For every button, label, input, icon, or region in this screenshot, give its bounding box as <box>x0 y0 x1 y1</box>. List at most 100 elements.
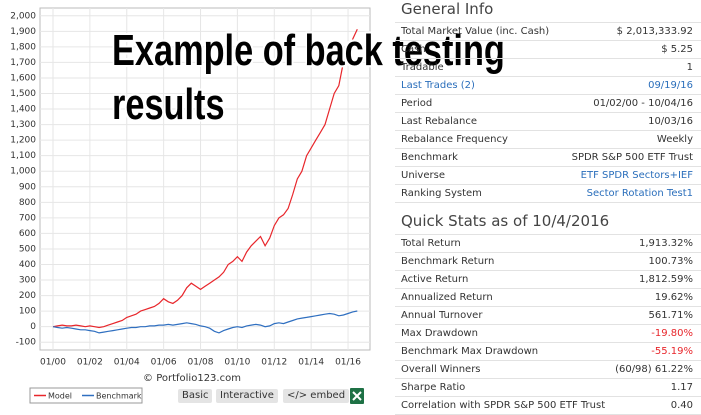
plot-frame <box>39 7 371 351</box>
row-label: Period <box>401 98 433 109</box>
row-label: Universe <box>401 170 445 181</box>
x-tick-label: 01/12 <box>261 358 287 368</box>
y-tick-label: 600 <box>19 229 36 239</box>
y-tick-label: 1,400 <box>10 105 36 115</box>
row-value: (60/98) 61.22% <box>615 364 693 375</box>
y-tick-label: 1,800 <box>10 42 36 52</box>
table-row: Tradable 1 <box>395 58 701 76</box>
y-tick-label: 1,600 <box>10 73 36 83</box>
overlay-line: results <box>112 80 225 129</box>
row-label: Benchmark Return <box>401 256 495 267</box>
row-label: Annual Turnover <box>401 310 483 321</box>
table-row: Overall Winners (60/98) 61.22% <box>395 360 701 378</box>
row-label: Benchmark <box>401 152 458 163</box>
table-row: Max Drawdown -19.80% <box>395 324 701 342</box>
y-tick-label: 100 <box>19 307 36 317</box>
legend-label: Model <box>48 392 72 401</box>
row-label: Rebalance Frequency <box>401 134 508 145</box>
row-value: 561.71% <box>648 310 694 321</box>
row-value: 19.62% <box>654 292 693 303</box>
x-tick-label: 01/08 <box>188 358 214 368</box>
row-label: Last Rebalance <box>401 116 478 127</box>
row-value: 1 <box>686 62 693 73</box>
table-row: Benchmark Return 100.73% <box>395 252 701 270</box>
rows: Total Market Value (inc. Cash) $ 2,013,33… <box>395 22 701 203</box>
y-tick-label: 1,300 <box>10 120 36 130</box>
table-row: Sharpe Ratio 1.17 <box>395 378 701 396</box>
row-value: 1,913.32% <box>638 238 693 249</box>
row-label: Active Return <box>401 274 469 285</box>
row-label: Cash <box>401 44 426 55</box>
table-row: Rebalance Frequency Weekly <box>395 130 701 148</box>
table-row: Ranking System Sector Rotation Test1 <box>395 184 701 203</box>
row-label: Overall Winners <box>401 364 481 375</box>
x-tick-label: 01/10 <box>224 358 250 368</box>
table-row: Cash $ 5.25 <box>395 40 701 58</box>
y-tick-label: 200 <box>19 291 36 301</box>
row-value: 01/02/00 - 10/04/16 <box>593 98 693 109</box>
y-tick-label: 400 <box>19 260 36 270</box>
x-tick-label: 01/02 <box>77 358 103 368</box>
x-tick-label: 01/14 <box>298 358 324 368</box>
x-tick-label: 01/04 <box>114 358 140 368</box>
y-tick-label: 1,200 <box>10 136 36 146</box>
table-row: Last Trades (2) 09/19/16 <box>395 76 701 94</box>
section-title: General Info <box>401 0 494 18</box>
row-value: -55.19% <box>651 346 693 357</box>
row-label: Annualized Return <box>401 292 493 303</box>
table-row: Total Return 1,913.32% <box>395 234 701 252</box>
section: General Info Total Market Value (inc. Cas… <box>395 0 701 203</box>
row-value: -19.80% <box>651 328 693 339</box>
y-tick-label: 1,500 <box>10 89 36 99</box>
button[interactable]: Interactive <box>216 389 278 403</box>
rows: Total Return 1,913.32% Benchmark Return 100… <box>395 234 701 415</box>
y-tick-label: 1,900 <box>10 27 36 37</box>
table-row: Benchmark SPDR S&P 500 ETF Trust <box>395 148 701 166</box>
row-label: Total Market Value (inc. Cash) <box>401 26 550 37</box>
table-row: Annual Turnover 561.71% <box>395 306 701 324</box>
row-value: 0.40 <box>670 400 693 411</box>
table-row: Period 01/02/00 - 10/04/16 <box>395 94 701 112</box>
row-value: 1,812.59% <box>638 274 693 285</box>
legend-label: Benchmark <box>96 392 142 401</box>
y-tick-label: 2,000 <box>10 11 36 21</box>
series-line <box>52 310 358 334</box>
row-label: Ranking System <box>401 188 482 199</box>
row-label: Total Return <box>401 238 461 249</box>
button[interactable]: </> embed <box>283 389 350 403</box>
row-value: $ 2,013,333.92 <box>616 26 693 37</box>
x-tick-label: 01/06 <box>151 358 177 368</box>
row-value: 09/19/16 <box>648 80 693 91</box>
y-tick-label: 300 <box>19 276 36 286</box>
y-tick-label: 900 <box>19 182 36 192</box>
table-row: Universe ETF SPDR Sectors+IEF <box>395 166 701 184</box>
y-tick-label: 700 <box>19 213 36 223</box>
y-tick-label: 1,700 <box>10 58 36 68</box>
y-tick-label: 1,000 <box>10 167 36 177</box>
y-tick-label: -100 <box>16 338 37 348</box>
credit: © Portfolio123.com <box>143 373 241 384</box>
row-value: 10/03/16 <box>648 116 693 127</box>
table-row: Benchmark Max Drawdown -55.19% <box>395 342 701 360</box>
row-label: Benchmark Max Drawdown <box>401 346 539 357</box>
y-tick-label: 1,100 <box>10 151 36 161</box>
button[interactable]: Basic <box>178 389 213 403</box>
table-row: Active Return 1,812.59% <box>395 270 701 288</box>
y-tick-label: 500 <box>19 244 36 254</box>
x-tick-label: 01/00 <box>40 358 66 368</box>
row-label: Tradable <box>401 62 444 73</box>
row-label: Max Drawdown <box>401 328 478 339</box>
info-panel: General Info Total Market Value (inc. Cas… <box>395 0 701 415</box>
row-value: Sector Rotation Test1 <box>586 188 693 199</box>
series-line <box>52 29 358 329</box>
chart: -100 0 100 200 300 400 500 600 700 800 900 1,000 1,1… <box>10 7 371 404</box>
row-label: Correlation with SPDR S&P 500 ETF Trust <box>401 400 606 411</box>
y-tick-label: 800 <box>19 198 36 208</box>
row-value: 1.17 <box>670 382 693 393</box>
table-row: Total Market Value (inc. Cash) $ 2,013,33… <box>395 22 701 40</box>
x-tick-label: 01/16 <box>335 358 361 368</box>
row-label: Last Trades (2) <box>401 80 475 91</box>
overlay-line: Example of back testing <box>112 26 505 75</box>
table-row: Correlation with SPDR S&P 500 ETF Trust 0… <box>395 396 701 415</box>
excel-icon[interactable] <box>350 388 364 404</box>
